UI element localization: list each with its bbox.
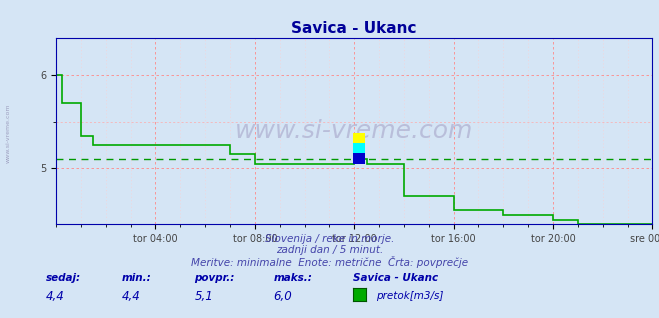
Text: Meritve: minimalne  Enote: metrične  Črta: povprečje: Meritve: minimalne Enote: metrične Črta:…: [191, 256, 468, 268]
Text: Savica - Ukanc: Savica - Ukanc: [353, 273, 438, 283]
Text: povpr.:: povpr.:: [194, 273, 235, 283]
Text: zadnji dan / 5 minut.: zadnji dan / 5 minut.: [276, 245, 383, 255]
Bar: [353, 133, 364, 143]
Text: 4,4: 4,4: [122, 290, 140, 302]
Title: Savica - Ukanc: Savica - Ukanc: [291, 21, 417, 36]
Text: 4,4: 4,4: [46, 290, 65, 302]
Text: pretok[m3/s]: pretok[m3/s]: [376, 291, 444, 301]
Text: www.si-vreme.com: www.si-vreme.com: [235, 119, 473, 143]
Bar: [353, 154, 364, 164]
Text: sedaj:: sedaj:: [46, 273, 81, 283]
Text: min.:: min.:: [122, 273, 152, 283]
Text: 6,0: 6,0: [273, 290, 292, 302]
Text: www.si-vreme.com: www.si-vreme.com: [5, 104, 11, 163]
Text: maks.:: maks.:: [273, 273, 312, 283]
Text: Slovenija / reke in morje.: Slovenija / reke in morje.: [265, 234, 394, 244]
Bar: [353, 143, 364, 154]
Text: 5,1: 5,1: [194, 290, 213, 302]
